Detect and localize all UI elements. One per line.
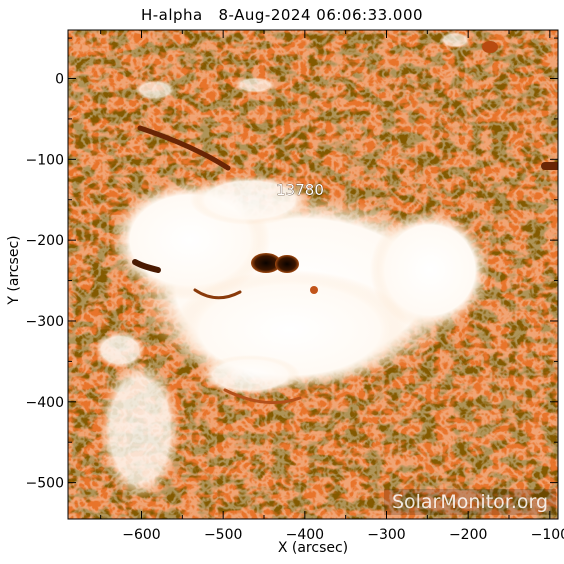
- x-axis: −600 −500 −400 −300 −200 −100: [100, 30, 564, 543]
- x-tick-label: −100: [531, 527, 564, 543]
- dark-filaments: [132, 125, 558, 404]
- y-tick-label: −300: [26, 314, 64, 330]
- watermark-text: SolarMonitor.org: [392, 491, 548, 513]
- y-tick-label: −200: [26, 233, 64, 249]
- sunspot-group: [251, 41, 498, 294]
- y-tick-label: −500: [26, 476, 64, 492]
- x-tick-label: −600: [122, 527, 160, 543]
- x-axis-label: X (arcsec): [277, 540, 349, 556]
- y-tick-label: 0: [55, 71, 64, 87]
- y-axis-label: Y (arcsec): [6, 235, 22, 305]
- y-tick-label: −400: [26, 395, 64, 411]
- watermark-logo: SolarMonitor.org: [384, 489, 556, 515]
- x-tick-label: −400: [286, 527, 324, 543]
- x-tick-label: −200: [449, 527, 487, 543]
- y-axis: 0 −100 −200 −300 −400 −500: [26, 37, 558, 492]
- figure-title: H-alpha 8-Aug-2024 06:06:33.000: [140, 6, 424, 24]
- y-tick-label: −100: [26, 152, 64, 168]
- x-tick-label: −500: [204, 527, 242, 543]
- plot-frame: [67, 29, 559, 520]
- plage-region: [95, 32, 490, 500]
- solar-image: 13780 SolarMonitor.org: [68, 30, 558, 519]
- x-tick-label: −300: [367, 527, 405, 543]
- active-region-label: 13780: [276, 181, 324, 199]
